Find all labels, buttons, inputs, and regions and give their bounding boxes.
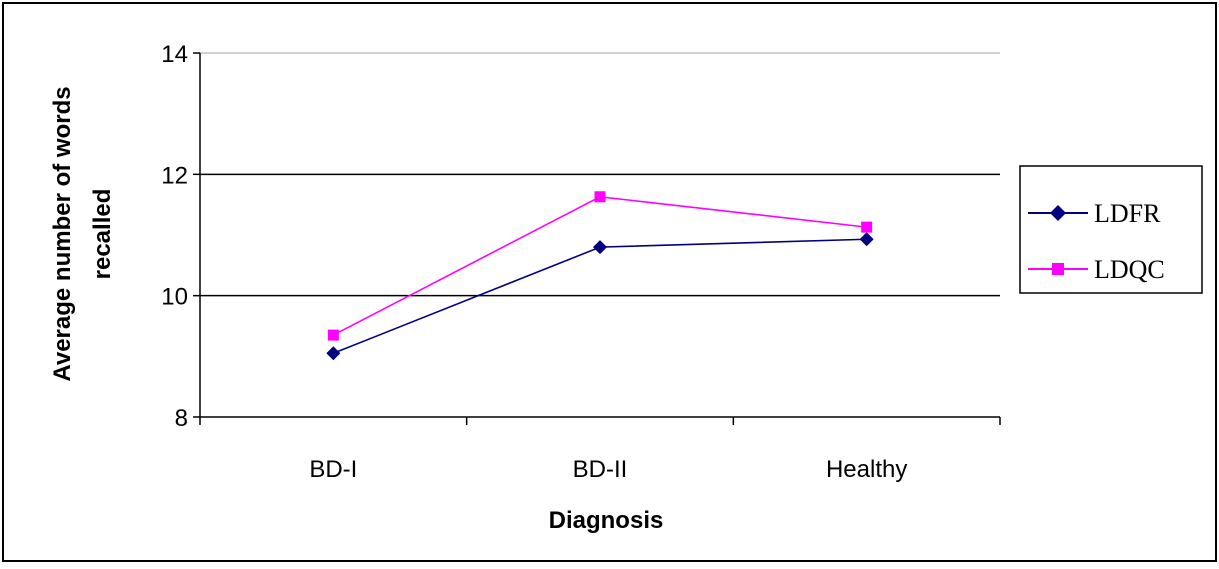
y-axis-title-line-1: Average number of words bbox=[49, 86, 76, 381]
legend-ldqc-marker bbox=[1052, 263, 1064, 275]
series-group bbox=[326, 191, 874, 361]
x-tick-label-bd-ii: BD-II bbox=[573, 456, 628, 483]
legend: LDFR LDQC bbox=[1019, 165, 1203, 294]
x-axis-ticks: BD-I BD-II Healthy bbox=[199, 417, 1001, 483]
x-tick-label-healthy: Healthy bbox=[826, 456, 907, 483]
point-ldfr-bd-ii bbox=[593, 240, 607, 255]
legend-ldqc-label: LDQC bbox=[1094, 255, 1165, 284]
y-tick-label-8: 8 bbox=[175, 405, 188, 432]
point-ldqc-bd-ii bbox=[594, 191, 606, 203]
x-tick-label-bd-i: BD-I bbox=[309, 456, 357, 483]
y-axis-title: Average number of words recalled bbox=[49, 86, 116, 381]
point-ldqc-healthy bbox=[861, 221, 873, 233]
y-tick-label-14: 14 bbox=[161, 41, 188, 68]
legend-ldfr-label: LDFR bbox=[1094, 199, 1161, 228]
point-ldfr-healthy bbox=[859, 232, 874, 247]
y-tick-label-12: 12 bbox=[161, 162, 188, 189]
legend-ldfr-marker bbox=[1050, 205, 1066, 221]
y-tick-label-10: 10 bbox=[161, 284, 188, 311]
y-axis-title-line-2: recalled bbox=[89, 189, 116, 280]
point-ldqc-bd-i bbox=[327, 329, 339, 341]
legend-box bbox=[1019, 165, 1203, 294]
x-axis-title: Diagnosis bbox=[549, 507, 664, 534]
y-axis-ticks: 8 10 12 14 bbox=[161, 41, 200, 432]
gridlines bbox=[200, 52, 1000, 297]
point-ldfr-bd-i bbox=[326, 346, 341, 361]
